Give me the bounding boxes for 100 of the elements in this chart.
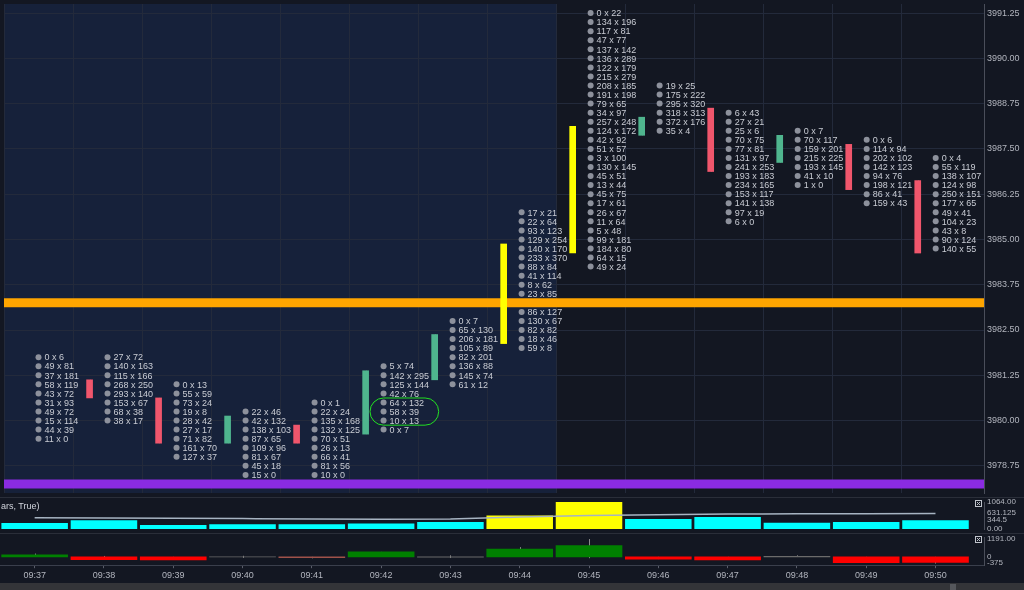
x-tick-label: 09:45: [577, 570, 601, 581]
data-label: 37 x 181: [44, 370, 80, 381]
data-label: 250 x 151: [941, 189, 982, 200]
y-tick-label: 1064.00: [987, 497, 1017, 507]
bar: [139, 524, 207, 529]
x-tick-label: 09:47: [716, 570, 739, 581]
data-label: 142 x 123: [872, 162, 913, 173]
data-label: 268 x 250: [113, 379, 154, 390]
data-label: 97 x 19: [734, 207, 765, 218]
data-label: 13 x 44: [596, 180, 627, 191]
data-label: 49 x 24: [596, 261, 627, 272]
x-tick-label: 09:37: [23, 570, 46, 581]
data-label: 137 x 142: [596, 44, 637, 55]
y-tick-label: 3983.75: [987, 279, 1020, 290]
data-label: 22 x 46: [251, 406, 282, 417]
data-label: 58 x 119: [44, 379, 79, 390]
y-tick-label: 3987.50: [987, 143, 1020, 154]
data-label: 131 x 97: [734, 153, 770, 164]
data-label: 49 x 72: [44, 406, 75, 417]
data-label: 5 x 48: [596, 225, 622, 236]
x-tick-label: 09:49: [854, 570, 878, 581]
data-label: 17 x 61: [596, 198, 627, 209]
data-label: 55 x 119: [941, 162, 976, 173]
data-label: 206 x 181: [458, 334, 499, 345]
data-label: 82 x 82: [527, 325, 558, 336]
data-label: 25 x 6: [734, 126, 760, 137]
data-label: 5 x 74: [389, 361, 415, 372]
data-label: 22 x 24: [320, 406, 351, 417]
data-label: 0 x 1: [320, 397, 341, 408]
data-label: 198 x 121: [872, 180, 913, 191]
bar: [832, 521, 900, 529]
data-label: 15 x 114: [44, 415, 79, 426]
data-label: 130 x 145: [596, 162, 637, 173]
bar: [694, 517, 761, 529]
data-label: 42 x 132: [251, 415, 287, 426]
data-label: 0 x 7: [389, 424, 410, 435]
data-label: 77 x 81: [734, 144, 765, 155]
data-label: 0 x 13: [182, 379, 208, 390]
data-label: 159 x 201: [803, 144, 844, 155]
data-label: 124 x 98: [941, 180, 977, 191]
data-label: 49 x 41: [941, 207, 972, 218]
data-label: 81 x 56: [320, 461, 351, 472]
candlestick: [86, 379, 93, 399]
data-label: 193 x 183: [734, 171, 775, 182]
data-label: 318 x 313: [665, 107, 706, 118]
data-label: 293 x 140: [113, 388, 154, 399]
data-label: 34 x 97: [596, 107, 627, 118]
data-label: 70 x 117: [803, 135, 838, 146]
data-label: 6 x 0: [734, 216, 755, 227]
x-tick-label: 09:41: [300, 570, 324, 581]
data-label: 117 x 81: [596, 26, 631, 37]
y-tick-label: 1191.00: [987, 534, 1016, 544]
data-label: 99 x 181: [596, 234, 632, 245]
data-label: 38 x 17: [113, 415, 144, 426]
data-label: 138 x 107: [941, 171, 982, 182]
data-label: 0 x 6: [44, 352, 65, 363]
candlestick: [293, 424, 300, 444]
data-label: 0 x 7: [458, 316, 479, 327]
data-label: 125 x 144: [389, 379, 430, 390]
data-label: 43 x 72: [44, 388, 75, 399]
data-label: 45 x 51: [596, 171, 627, 182]
data-label: 145 x 74: [458, 370, 494, 381]
data-label: 177 x 65: [941, 198, 977, 209]
bar: [555, 502, 623, 529]
data-label: 127 x 37: [182, 452, 218, 463]
data-label: 372 x 176: [665, 116, 706, 127]
data-label: 153 x 117: [734, 189, 774, 200]
data-label: 19 x 8: [182, 406, 208, 417]
y-tick-label: 3985.00: [987, 233, 1020, 244]
y-tick-label: 631.125: [987, 508, 1017, 518]
y-tick-label: 0.00: [987, 524, 1004, 534]
data-label: 79 x 65: [596, 98, 627, 109]
data-label: 0 x 6: [872, 135, 893, 146]
data-label: 104 x 23: [941, 216, 977, 227]
data-label: 6 x 43: [734, 107, 760, 118]
data-label: 26 x 13: [320, 442, 351, 453]
data-label: 215 x 279: [596, 71, 637, 82]
data-label: 11 x 0: [44, 433, 69, 444]
data-label: 73 x 24: [182, 397, 213, 408]
data-label: 202 x 102: [872, 153, 913, 164]
data-label: 208 x 185: [596, 80, 637, 91]
data-label: 134 x 196: [596, 17, 637, 28]
data-label: 58 x 39: [389, 406, 420, 417]
data-label: 64 x 132: [389, 397, 425, 408]
x-tick-label: 09:38: [92, 570, 116, 581]
data-label: 141 x 138: [734, 198, 775, 209]
data-label: 28 x 42: [182, 415, 213, 426]
bar: [1, 522, 68, 529]
data-label: 70 x 51: [320, 433, 351, 444]
data-label: 87 x 65: [251, 433, 282, 444]
x-tick-label: 09:40: [231, 570, 254, 581]
data-label: 88 x 84: [527, 261, 558, 272]
data-label: 115 x 166: [113, 370, 153, 381]
data-label: 44 x 39: [44, 424, 75, 435]
y-tick-label: 3981.25: [987, 369, 1020, 380]
data-label: 0 x 7: [803, 126, 824, 137]
y-tick-label: 3990.00: [987, 52, 1020, 63]
x-tick-label: 09:50: [924, 570, 947, 581]
data-label: 86 x 127: [527, 307, 563, 318]
chart-title: ars, True): [1, 501, 40, 511]
